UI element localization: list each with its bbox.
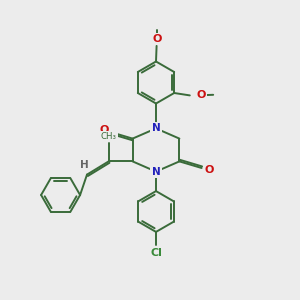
Text: O: O — [152, 34, 162, 44]
Text: Cl: Cl — [150, 248, 162, 258]
Text: O: O — [99, 124, 109, 135]
Text: CH₃: CH₃ — [100, 132, 117, 141]
Text: H: H — [80, 160, 89, 170]
Text: N: N — [152, 123, 160, 134]
Text: N: N — [152, 167, 160, 177]
Text: O: O — [196, 90, 206, 100]
Text: O: O — [204, 165, 214, 176]
